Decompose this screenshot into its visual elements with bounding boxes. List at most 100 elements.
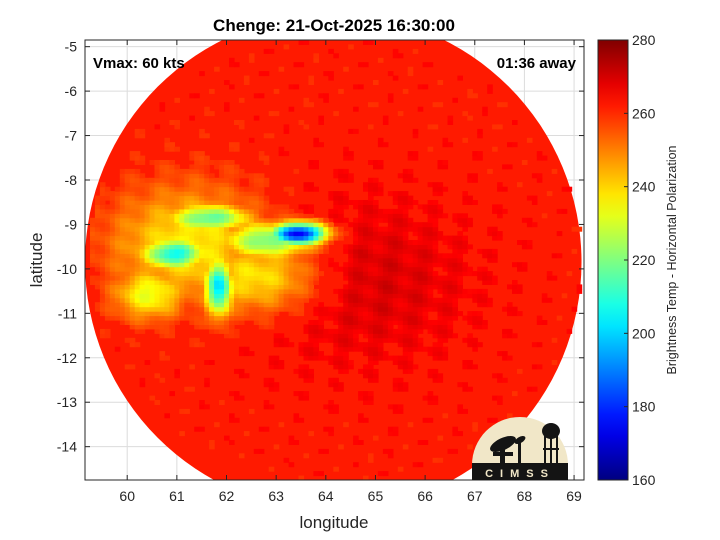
heat-cell xyxy=(124,200,131,205)
heat-cell xyxy=(273,337,280,343)
heat-cell xyxy=(442,235,449,241)
heat-cell xyxy=(273,257,280,263)
heat-cell xyxy=(94,208,101,214)
heat-cell xyxy=(348,364,354,370)
heat-cell xyxy=(179,257,185,263)
heat-cell xyxy=(139,222,146,228)
heat-cell xyxy=(397,204,404,210)
heat-cell xyxy=(104,213,111,219)
heat-cell xyxy=(219,200,225,205)
heat-cell xyxy=(397,360,404,365)
heat-cell xyxy=(99,208,106,214)
heat-cell xyxy=(467,364,473,370)
heat-cell xyxy=(169,164,175,170)
heat-cell xyxy=(402,342,409,348)
heat-cell xyxy=(387,284,394,290)
heat-cell xyxy=(114,235,121,241)
heat-cell xyxy=(144,266,151,272)
heat-cell xyxy=(169,120,175,125)
heat-cell xyxy=(154,217,161,223)
heat-cell xyxy=(368,177,374,183)
heat-cell xyxy=(457,404,463,410)
heat-cell xyxy=(258,226,265,232)
heat-cell xyxy=(392,262,399,268)
heat-cell xyxy=(526,244,533,250)
heat-cell xyxy=(392,217,399,223)
heat-cell xyxy=(114,204,121,210)
heat-cell xyxy=(124,168,131,174)
heat-cell xyxy=(348,44,354,50)
heat-cell xyxy=(129,200,136,205)
heat-cell xyxy=(288,271,295,277)
heat-cell xyxy=(442,160,449,165)
heat-cell xyxy=(164,293,170,299)
heat-cell xyxy=(447,235,454,241)
heat-cell xyxy=(377,315,384,321)
heat-cell xyxy=(139,306,146,312)
heat-cell xyxy=(417,320,424,325)
heat-cell xyxy=(437,280,444,285)
heat-cell xyxy=(427,200,434,205)
heat-cell xyxy=(174,177,180,183)
heat-cell xyxy=(318,231,324,237)
heat-cell xyxy=(104,208,111,214)
heat-cell xyxy=(119,257,126,263)
heat-cell xyxy=(303,368,310,374)
heat-cell xyxy=(229,413,235,419)
heat-cell xyxy=(407,222,414,228)
heat-cell xyxy=(298,368,305,374)
heat-cell xyxy=(343,204,349,210)
heat-cell xyxy=(382,306,389,312)
heat-cell xyxy=(248,302,255,308)
heat-cell xyxy=(144,257,151,263)
heat-cell xyxy=(169,182,175,188)
heat-cell xyxy=(199,217,205,223)
heat-cell xyxy=(159,222,166,228)
heat-cell xyxy=(109,302,116,308)
heat-cell xyxy=(363,311,369,317)
heat-cell xyxy=(268,288,275,294)
heat-cell xyxy=(194,426,200,432)
heat-cell xyxy=(308,235,314,241)
heat-cell xyxy=(164,328,170,334)
heat-cell xyxy=(402,177,409,183)
heat-cell xyxy=(308,373,314,379)
heat-cell xyxy=(119,248,126,254)
heat-cell xyxy=(119,288,126,294)
heat-cell xyxy=(293,262,300,268)
heat-cell xyxy=(139,177,146,183)
heat-cell xyxy=(303,346,310,352)
heat-cell xyxy=(412,364,419,370)
heat-cell xyxy=(353,435,359,441)
heat-cell xyxy=(214,66,220,72)
heat-cell xyxy=(338,235,344,241)
heat-cell xyxy=(164,168,170,174)
heat-cell xyxy=(238,257,245,263)
heat-cell xyxy=(229,271,235,277)
heat-cell xyxy=(457,217,463,223)
heat-cell xyxy=(477,320,483,325)
heat-cell xyxy=(169,320,175,325)
heat-cell xyxy=(134,320,141,325)
heat-cell xyxy=(392,53,399,59)
heat-cell xyxy=(427,257,434,263)
heat-cell xyxy=(189,253,195,259)
heat-cell xyxy=(487,84,493,90)
heat-cell xyxy=(154,302,161,308)
heat-cell xyxy=(169,226,175,232)
heat-cell xyxy=(368,373,374,379)
heat-cell xyxy=(402,386,409,392)
heat-cell xyxy=(159,182,166,188)
heat-cell xyxy=(238,320,245,325)
heat-cell xyxy=(174,262,180,268)
heat-cell xyxy=(308,368,314,374)
heat-cell xyxy=(482,266,488,272)
heat-cell xyxy=(313,351,319,357)
heat-cell xyxy=(224,231,230,237)
heat-cell xyxy=(353,297,359,303)
heat-cell xyxy=(119,271,126,277)
heat-cell xyxy=(373,306,379,312)
heat-cell xyxy=(238,124,245,130)
heat-cell xyxy=(139,191,146,197)
heat-cell xyxy=(368,217,374,223)
